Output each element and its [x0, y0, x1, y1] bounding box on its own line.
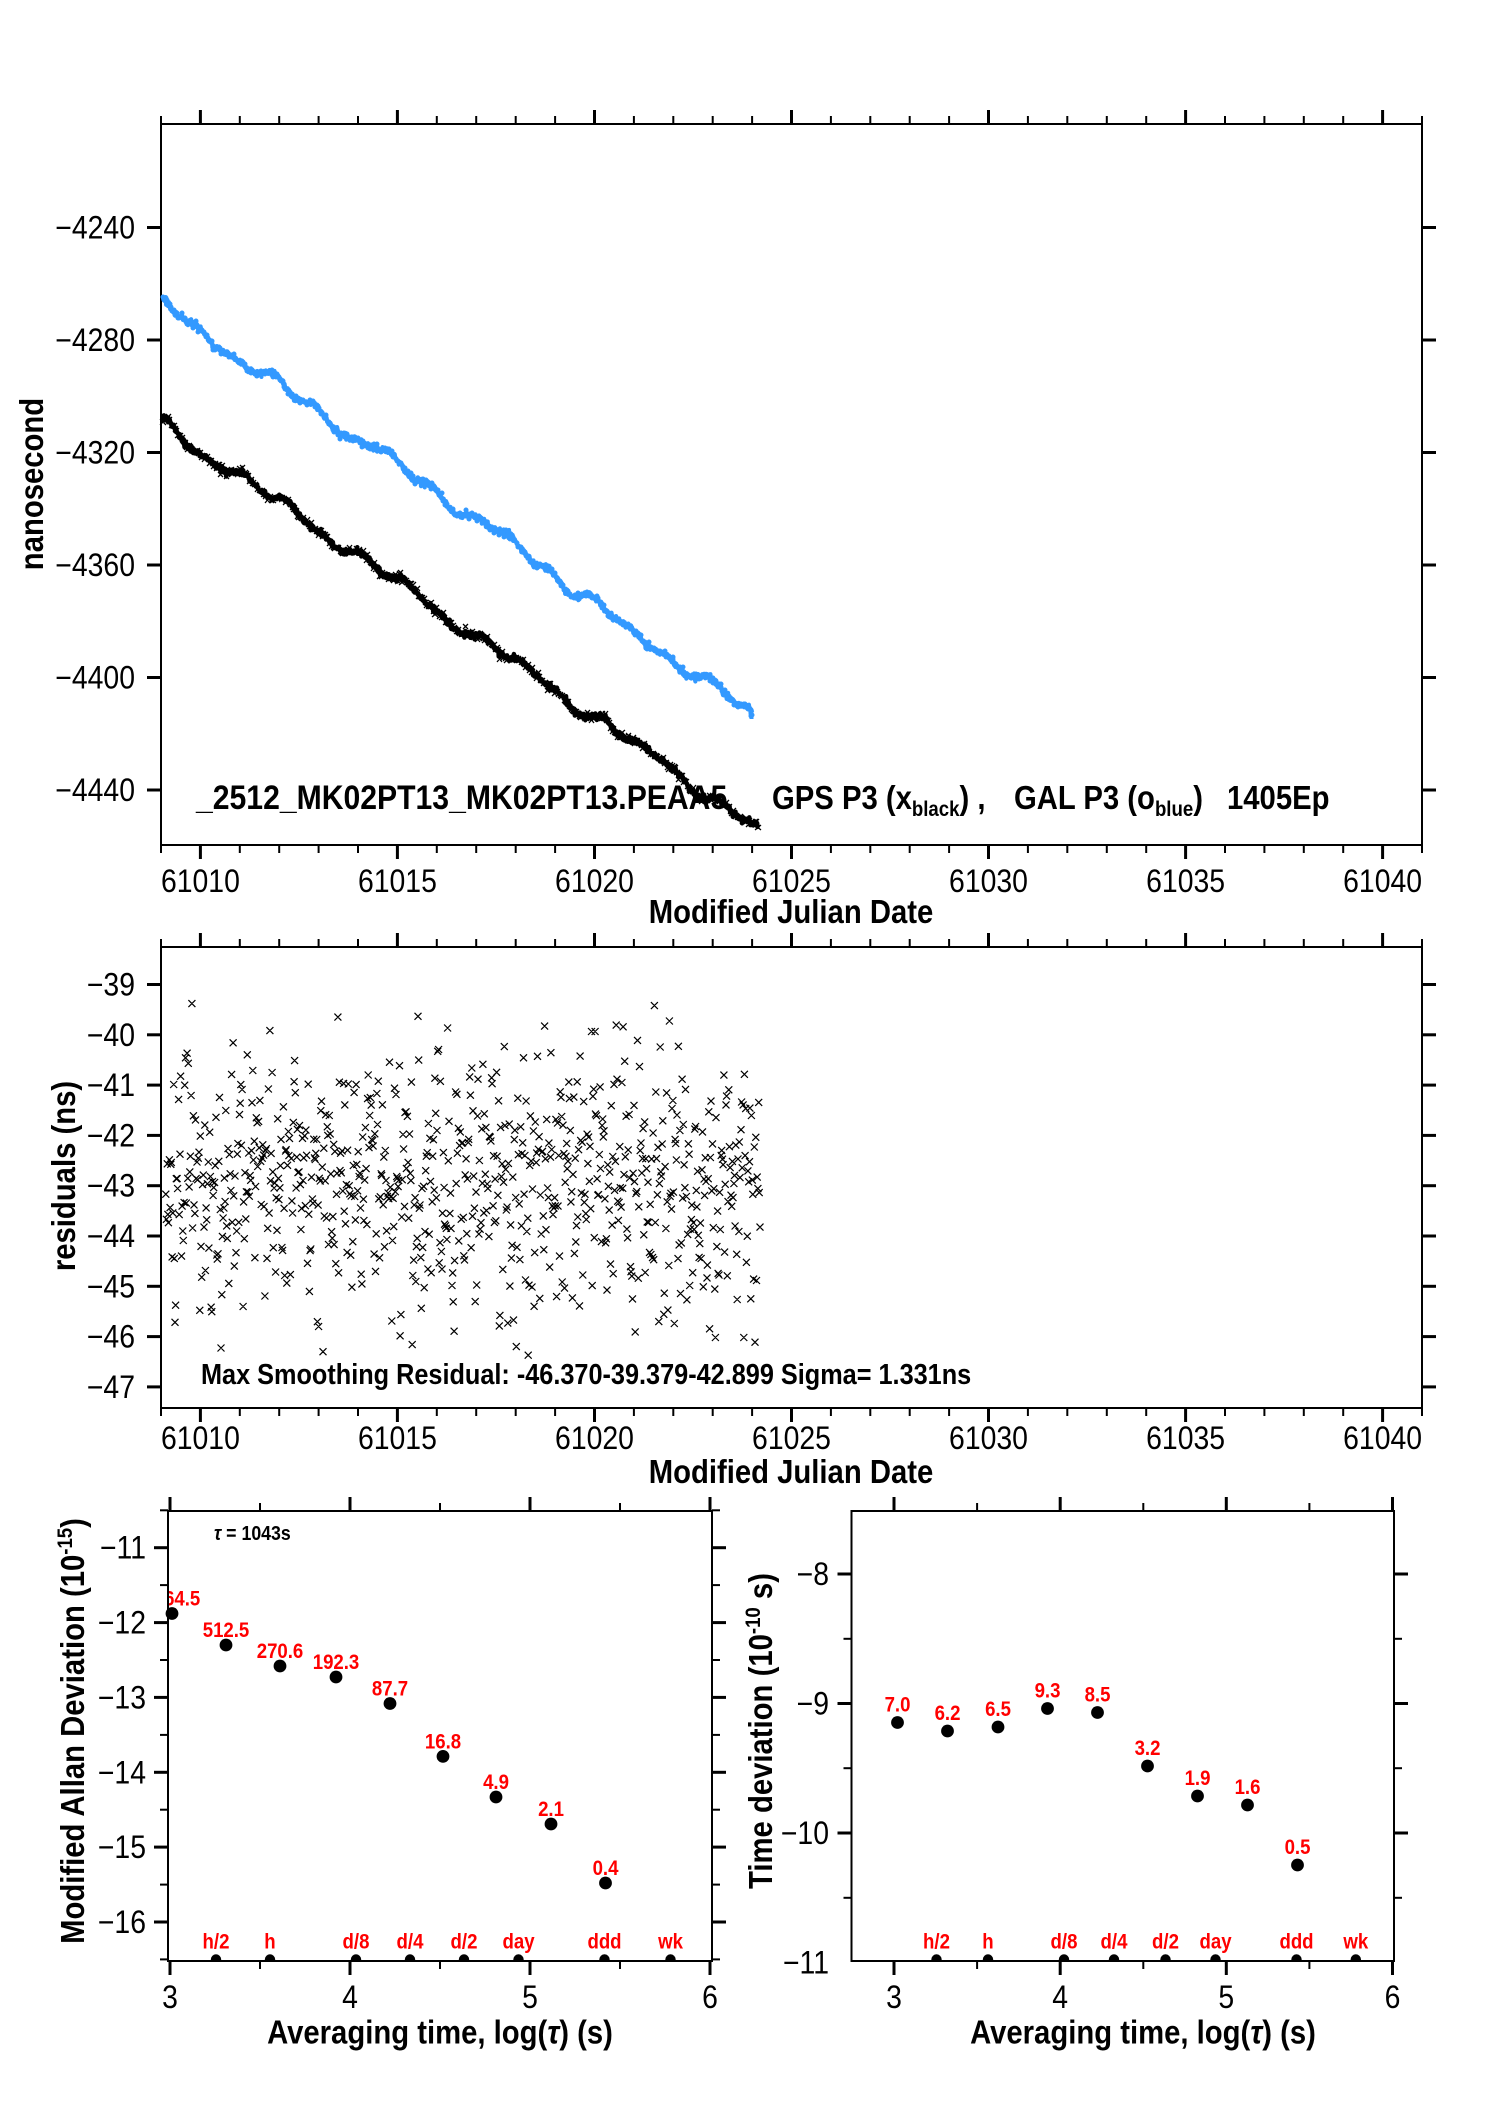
svg-text:ddd: ddd	[1279, 1931, 1313, 1954]
svg-text:−43: −43	[87, 1169, 135, 1204]
svg-text:6: 6	[702, 1980, 718, 2015]
svg-text:−41: −41	[87, 1069, 135, 1104]
svg-text:512.5: 512.5	[203, 1619, 250, 1642]
svg-text:−11: −11	[783, 1946, 829, 1981]
svg-text:61030: 61030	[949, 1421, 1028, 1456]
svg-text:Averaging time, log(τ) (s): Averaging time, log(τ) (s)	[267, 2014, 613, 2051]
svg-text:−45: −45	[87, 1270, 135, 1305]
svg-text:d/4: d/4	[1101, 1931, 1128, 1954]
svg-text:6.2: 6.2	[935, 1702, 961, 1725]
svg-text:Modified Julian Date: Modified Julian Date	[649, 893, 934, 930]
svg-text:h: h	[264, 1931, 275, 1954]
svg-text:d/2: d/2	[451, 1931, 478, 1954]
svg-text:87.7: 87.7	[372, 1678, 408, 1701]
svg-text:8.5: 8.5	[1085, 1684, 1111, 1707]
svg-text:−39: −39	[87, 968, 135, 1003]
svg-text:−13: −13	[98, 1681, 146, 1716]
svg-text:GPS P3 (xblack) ,: GPS P3 (xblack) ,	[772, 779, 985, 821]
svg-text:2.1: 2.1	[538, 1798, 564, 1821]
svg-text:d/2: d/2	[1152, 1931, 1179, 1954]
svg-text:−16: −16	[98, 1905, 146, 1940]
svg-text:1.9: 1.9	[1185, 1767, 1211, 1790]
svg-text:3.2: 3.2	[1135, 1737, 1161, 1760]
svg-text:Time deviation (10-10 s): Time deviation (10-10 s)	[742, 1573, 779, 1889]
svg-text:−40: −40	[87, 1018, 135, 1053]
svg-text:day: day	[1199, 1931, 1231, 1954]
svg-text:61025: 61025	[752, 864, 831, 899]
svg-text:ddd: ddd	[587, 1931, 621, 1954]
svg-text:61040: 61040	[1343, 1421, 1422, 1456]
svg-text:h/2: h/2	[203, 1931, 230, 1954]
svg-text:61020: 61020	[555, 1421, 634, 1456]
svg-text:6.5: 6.5	[985, 1698, 1011, 1721]
svg-text:−4360: −4360	[55, 548, 135, 583]
svg-text:61025: 61025	[752, 1421, 831, 1456]
svg-text:Modified Julian Date: Modified Julian Date	[649, 1453, 934, 1490]
svg-text:−15: −15	[98, 1831, 146, 1866]
svg-text:−46: −46	[87, 1320, 135, 1355]
svg-text:residuals (ns): residuals (ns)	[45, 1081, 82, 1271]
svg-text:4: 4	[342, 1980, 358, 2015]
svg-text:61015: 61015	[358, 864, 437, 899]
svg-text:−4320: −4320	[55, 436, 135, 471]
svg-text:61015: 61015	[358, 1421, 437, 1456]
svg-text:1.6: 1.6	[1235, 1776, 1261, 1799]
svg-text:192.3: 192.3	[313, 1651, 360, 1674]
svg-text:0.4: 0.4	[593, 1857, 619, 1880]
svg-text:16.8: 16.8	[425, 1730, 461, 1753]
svg-text:wk: wk	[657, 1931, 684, 1954]
svg-text:−12: −12	[98, 1606, 146, 1641]
svg-text:0.5: 0.5	[1285, 1836, 1311, 1859]
svg-text:d/4: d/4	[397, 1931, 424, 1954]
svg-text:61040: 61040	[1343, 864, 1422, 899]
svg-text:61030: 61030	[949, 864, 1028, 899]
svg-text:664.5: 664.5	[154, 1588, 201, 1611]
svg-text:d/8: d/8	[343, 1931, 370, 1954]
svg-text:−47: −47	[87, 1370, 135, 1405]
svg-text:day: day	[502, 1931, 534, 1954]
svg-text:−14: −14	[98, 1756, 146, 1791]
svg-text:4.9: 4.9	[483, 1771, 509, 1794]
svg-text:3: 3	[162, 1980, 178, 2015]
svg-text:6: 6	[1385, 1980, 1401, 2015]
svg-text:270.6: 270.6	[257, 1640, 304, 1663]
svg-text:9.3: 9.3	[1035, 1680, 1061, 1703]
svg-text:−9: −9	[797, 1687, 829, 1722]
svg-text:τ = 1043s: τ = 1043s	[214, 1523, 291, 1545]
svg-text:−11: −11	[100, 1531, 146, 1566]
svg-text:Averaging time, log(τ) (s): Averaging time, log(τ) (s)	[970, 2014, 1316, 2051]
svg-text:nanosecond: nanosecond	[13, 398, 50, 570]
svg-text:1405Ep: 1405Ep	[1227, 779, 1330, 816]
svg-text:−42: −42	[87, 1119, 135, 1154]
svg-text:−4400: −4400	[55, 661, 135, 696]
svg-text:4: 4	[1052, 1980, 1068, 2015]
svg-text:Max Smoothing Residual: -46.37: Max Smoothing Residual: -46.370-39.379-4…	[201, 1359, 971, 1391]
svg-text:−4240: −4240	[55, 211, 135, 246]
svg-text:−4440: −4440	[55, 773, 135, 808]
svg-text:−4280: −4280	[55, 323, 135, 358]
svg-text:wk: wk	[1342, 1931, 1369, 1954]
svg-text:h/2: h/2	[923, 1931, 950, 1954]
svg-text:61010: 61010	[161, 1421, 240, 1456]
svg-text:−44: −44	[87, 1219, 135, 1254]
svg-text:d/8: d/8	[1051, 1931, 1078, 1954]
svg-text:h: h	[982, 1931, 993, 1954]
svg-text:61010: 61010	[161, 864, 240, 899]
svg-text:5: 5	[522, 1980, 538, 2015]
svg-text:61035: 61035	[1146, 864, 1225, 899]
svg-text:7.0: 7.0	[885, 1694, 911, 1717]
svg-text:3: 3	[886, 1980, 902, 2015]
svg-text:Modified Allan Deviation (10-1: Modified Allan Deviation (10-15)	[54, 1518, 91, 1944]
svg-text:−10: −10	[781, 1816, 829, 1851]
svg-text:61020: 61020	[555, 864, 634, 899]
svg-text:61035: 61035	[1146, 1421, 1225, 1456]
svg-text:5: 5	[1218, 1980, 1234, 2015]
svg-text:_2512_MK02PT13_MK02PT13.PEAA5: _2512_MK02PT13_MK02PT13.PEAA5	[195, 778, 727, 816]
svg-text:−8: −8	[797, 1557, 829, 1592]
